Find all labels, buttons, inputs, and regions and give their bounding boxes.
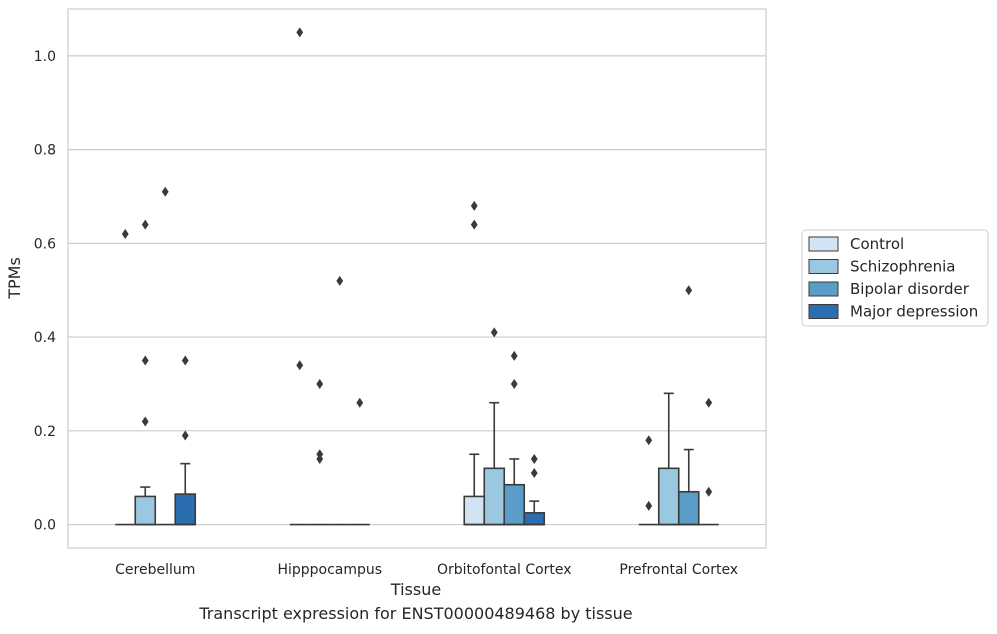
outlier-point [141, 416, 149, 427]
box [503, 483, 526, 526]
box [134, 495, 157, 526]
figure-caption: Transcript expression for ENST0000048946… [199, 604, 633, 623]
outlier-point [161, 186, 169, 197]
outlier-point [121, 228, 129, 239]
box-group [503, 350, 526, 526]
outlier-point [510, 350, 518, 361]
legend-swatch [808, 236, 839, 252]
x-tick-label: Prefrontal Cortex [619, 562, 738, 578]
outlier-point [316, 453, 324, 464]
legend: Control Schizophrenia Bipolar disorder Majo… [801, 229, 989, 327]
outlier-point [530, 453, 538, 464]
outlier-point [181, 355, 189, 366]
box [677, 490, 700, 526]
outlier-point [490, 327, 498, 338]
x-tick-label: Hipppocampus [277, 562, 382, 578]
y-tick-label: 0.6 [34, 236, 56, 252]
box-group [463, 200, 486, 526]
legend-swatch [808, 304, 839, 319]
y-tick-label: 1.0 [34, 49, 56, 65]
box-group [638, 435, 659, 526]
y-tick-label: 0.8 [34, 143, 56, 159]
box-group [698, 397, 719, 526]
legend-swatch [808, 259, 839, 274]
box-group [309, 378, 330, 526]
box-group [657, 392, 680, 526]
box-group [483, 327, 506, 526]
x-axis-ticks: Cerebellum Hipppocampus Orbitofontal Corte… [115, 562, 738, 578]
y-tick-label: 0.4 [34, 330, 56, 346]
y-tick-label: 0.0 [34, 518, 56, 534]
box-group [329, 275, 350, 526]
outlier-point [296, 360, 304, 371]
outlier-point [296, 27, 304, 38]
box-group [115, 228, 136, 526]
outlier-point [141, 219, 149, 230]
box-group [523, 453, 546, 526]
outlier-point [530, 468, 538, 479]
legend-label: Bipolar disorder [850, 280, 970, 298]
outlier-point [705, 397, 713, 408]
x-tick-label: Orbitofontal Cortex [437, 562, 572, 578]
outlier-point [705, 486, 713, 497]
box [174, 493, 197, 526]
outlier-point [645, 500, 653, 511]
gridlines [68, 55, 766, 526]
outlier-point [685, 285, 693, 296]
outlier-point [470, 200, 478, 211]
legend-label: Schizophrenia [850, 258, 955, 276]
x-axis-label: Tissue [390, 580, 441, 599]
plot-frame [67, 8, 767, 549]
box-group [289, 27, 310, 526]
box [463, 495, 486, 526]
legend-label: Major depression [850, 303, 978, 321]
box-group [174, 355, 197, 526]
outlier-point [470, 219, 478, 230]
y-axis-label: TPMs [5, 257, 24, 300]
outlier-point [316, 378, 324, 389]
legend-swatch [808, 281, 839, 297]
y-tick-label: 0.2 [34, 424, 56, 440]
box [657, 467, 680, 526]
outlier-point [336, 275, 344, 286]
y-axis-ticks: 0.0 0.2 0.4 0.6 0.8 1.0 [34, 49, 56, 534]
box-group [349, 397, 370, 526]
outlier-point [141, 355, 149, 366]
legend-frame [801, 229, 989, 327]
outlier-point [356, 397, 364, 408]
outlier-point [645, 435, 653, 446]
box-group [155, 186, 176, 526]
box [483, 467, 506, 526]
legend-label: Control [850, 235, 904, 253]
box [523, 512, 546, 526]
x-tick-label: Cerebellum [115, 562, 195, 578]
outlier-point [510, 378, 518, 389]
box-group [677, 285, 700, 526]
box-group [134, 219, 157, 526]
outlier-point [181, 430, 189, 441]
plot-marks [115, 27, 719, 526]
